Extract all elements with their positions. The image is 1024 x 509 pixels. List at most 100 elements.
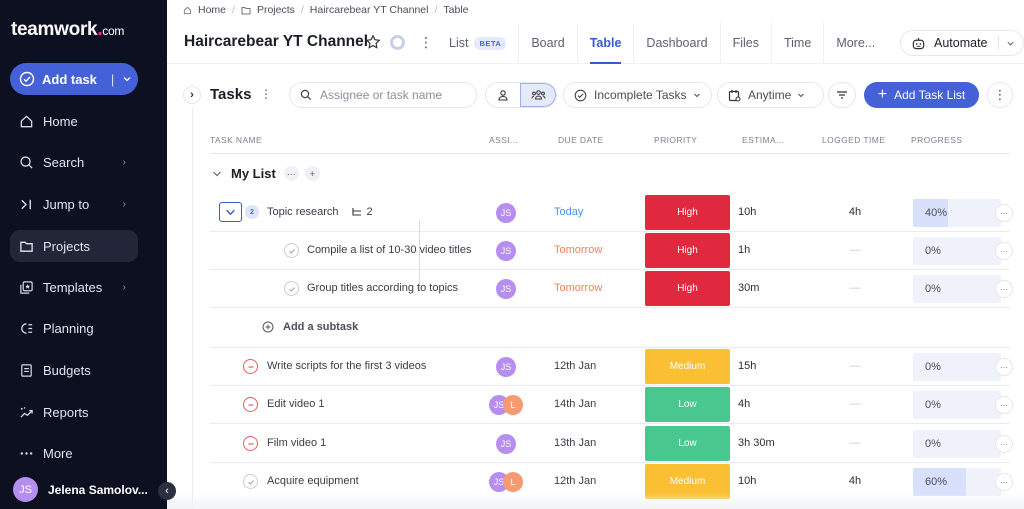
task-name[interactable]: Film video 1 xyxy=(267,437,327,449)
tab-more[interactable]: More... xyxy=(823,22,887,64)
assignees[interactable]: JS xyxy=(496,357,516,377)
tasks-menu-button[interactable]: ⋮ xyxy=(260,87,272,101)
breadcrumb-home[interactable]: Home xyxy=(198,4,227,16)
status-filter-dropdown[interactable]: Incomplete Tasks xyxy=(563,82,712,108)
blocked-icon[interactable] xyxy=(243,436,258,451)
progress-bar[interactable]: 40% xyxy=(913,199,1001,227)
row-menu-button[interactable]: ··· xyxy=(995,396,1013,414)
sidebar-item-templates[interactable]: Templates › xyxy=(10,271,138,303)
sidebar-item-more[interactable]: More xyxy=(10,437,138,469)
automate-button[interactable]: Automate xyxy=(900,30,1024,56)
priority-badge[interactable]: Low xyxy=(645,387,730,422)
task-name[interactable]: Edit video 1 xyxy=(267,398,325,410)
breadcrumb-projects[interactable]: Projects xyxy=(256,4,295,16)
table-row[interactable]: Acquire equipment JS L 12th Jan Medium 10… xyxy=(210,463,1013,501)
assignees[interactable]: JS L xyxy=(489,472,523,492)
row-menu-button[interactable]: ··· xyxy=(995,358,1013,376)
logged-time[interactable]: — xyxy=(849,398,861,410)
expand-button[interactable]: › xyxy=(183,86,201,104)
table-row[interactable]: Write scripts for the first 3 videos JS … xyxy=(210,348,1013,386)
column-logged-time[interactable]: LOGGED TIME xyxy=(822,135,886,145)
row-menu-button[interactable]: ··· xyxy=(995,242,1013,260)
user-profile[interactable]: JS Jelena Samolov... xyxy=(13,477,148,502)
task-name[interactable]: Acquire equipment xyxy=(267,475,359,487)
priority-badge[interactable]: High xyxy=(645,233,730,268)
priority-badge[interactable]: Low xyxy=(645,426,730,461)
tab-table[interactable]: Table xyxy=(576,22,634,64)
priority-badge[interactable]: High xyxy=(645,195,730,230)
table-row[interactable]: Compile a list of 10-30 video titles JS … xyxy=(210,232,1013,270)
table-row[interactable]: Film video 1 JS 13th Jan Low 3h 30m — 0%… xyxy=(210,425,1013,463)
add-subtask-button[interactable]: Add a subtask xyxy=(262,321,358,333)
sidebar-item-reports[interactable]: Reports xyxy=(10,396,138,428)
collapse-subtasks-button[interactable] xyxy=(219,202,242,222)
estimate[interactable]: 3h 30m xyxy=(738,437,775,449)
estimate[interactable]: 10h xyxy=(738,206,757,218)
logged-time[interactable]: — xyxy=(849,437,861,449)
due-date[interactable]: 12th Jan xyxy=(554,360,597,372)
complete-checkbox[interactable] xyxy=(284,243,299,258)
tab-board[interactable]: Board xyxy=(518,22,576,64)
estimate[interactable]: 10h xyxy=(738,475,757,487)
task-name[interactable]: Topic research 2 xyxy=(267,206,373,218)
sidebar-item-jump-to[interactable]: Jump to › xyxy=(10,188,138,220)
add-task-list-button[interactable]: + Add Task List xyxy=(864,82,979,108)
sidebar-item-projects[interactable]: Projects xyxy=(10,230,138,262)
row-menu-button[interactable]: ··· xyxy=(995,473,1013,491)
more-options-button[interactable]: ⋮ xyxy=(987,82,1013,108)
logged-time[interactable]: — xyxy=(849,360,861,372)
logged-time[interactable]: — xyxy=(849,244,861,256)
task-name[interactable]: Group titles according to topics xyxy=(307,282,459,294)
add-task-button[interactable]: Add task | xyxy=(10,63,138,95)
priority-badge[interactable]: High xyxy=(645,271,730,306)
column-priority[interactable]: PRIORITY xyxy=(654,135,698,145)
progress-bar[interactable]: 0% xyxy=(913,237,1001,265)
assignees[interactable]: JS xyxy=(496,279,516,299)
date-filter-dropdown[interactable]: Anytime xyxy=(717,82,824,108)
column-progress[interactable]: PROGRESS xyxy=(911,135,963,145)
row-menu-button[interactable]: ··· xyxy=(995,435,1013,453)
chevron-down-icon[interactable] xyxy=(122,74,132,84)
progress-bar[interactable]: 60% xyxy=(913,468,1001,496)
tab-files[interactable]: Files xyxy=(719,22,771,64)
task-name[interactable]: Write scripts for the first 3 videos xyxy=(267,360,427,372)
table-row[interactable]: Group titles according to topics JS Tomo… xyxy=(210,270,1013,308)
search-input[interactable]: Assignee or task name xyxy=(289,82,477,108)
tab-dashboard[interactable]: Dashboard xyxy=(633,22,719,64)
sidebar-item-home[interactable]: Home xyxy=(10,105,138,137)
row-menu-button[interactable]: ··· xyxy=(995,280,1013,298)
list-add-button[interactable]: + xyxy=(304,166,320,181)
collapse-sidebar-button[interactable]: ‹ xyxy=(158,482,176,500)
estimate[interactable]: 30m xyxy=(738,282,760,294)
star-icon[interactable] xyxy=(365,34,381,50)
filter-button[interactable] xyxy=(828,82,856,108)
column-task-name[interactable]: TASK NAME xyxy=(210,135,263,145)
progress-bar[interactable]: 0% xyxy=(913,353,1001,381)
blocked-icon[interactable] xyxy=(243,397,258,412)
column-assignee[interactable]: ASSI... xyxy=(489,135,519,145)
progress-bar[interactable]: 0% xyxy=(913,275,1001,303)
progress-bar[interactable]: 0% xyxy=(913,391,1001,419)
complete-checkbox[interactable] xyxy=(284,281,299,296)
breadcrumb-project[interactable]: Haircarebear YT Channel xyxy=(309,4,429,16)
logged-time[interactable]: 4h xyxy=(848,475,862,487)
due-date[interactable]: 14th Jan xyxy=(554,398,597,410)
due-date[interactable]: Tomorrow xyxy=(554,244,603,256)
sidebar-item-search[interactable]: Search › xyxy=(10,146,138,178)
estimate[interactable]: 15h xyxy=(738,360,757,372)
logged-time[interactable]: — xyxy=(849,282,861,294)
blocked-icon[interactable] xyxy=(243,359,258,374)
complete-checkbox[interactable] xyxy=(243,474,258,489)
chevron-down-icon[interactable] xyxy=(212,169,222,179)
single-user-toggle[interactable] xyxy=(486,83,520,107)
due-date[interactable]: Tomorrow xyxy=(554,282,603,294)
assignees[interactable]: JS xyxy=(496,203,516,223)
progress-bar[interactable]: 0% xyxy=(913,430,1001,458)
due-date[interactable]: 13th Jan xyxy=(554,437,597,449)
project-status-icon[interactable] xyxy=(390,35,405,50)
list-more-button[interactable]: ··· xyxy=(283,166,299,181)
chevron-down-icon[interactable] xyxy=(1006,39,1015,48)
team-toggle[interactable] xyxy=(520,83,556,107)
assignees[interactable]: JS xyxy=(496,434,516,454)
logged-time[interactable]: 4h xyxy=(848,206,862,218)
